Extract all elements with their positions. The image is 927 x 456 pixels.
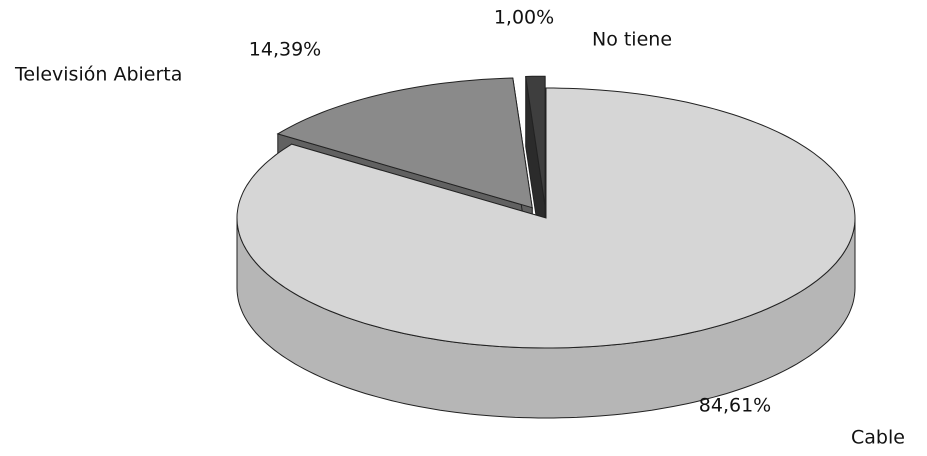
slice-top <box>236 87 856 349</box>
category-label: Televisión Abierta <box>14 64 182 86</box>
slice-top <box>276 77 533 209</box>
pie <box>236 75 856 419</box>
value-label: 1,00% <box>494 7 554 29</box>
category-label: No tiene <box>592 29 672 51</box>
slice <box>236 87 856 419</box>
slice-top <box>525 75 546 207</box>
category-label: Cable <box>851 427 905 449</box>
value-label: 84,61% <box>699 395 771 417</box>
value-label: 14,39% <box>249 39 321 61</box>
